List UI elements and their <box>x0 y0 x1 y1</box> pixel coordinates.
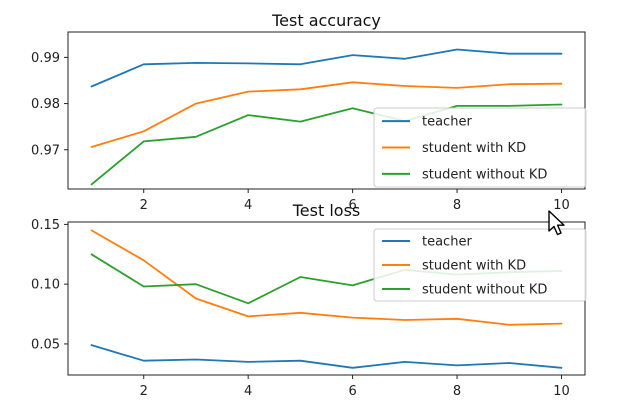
legend-label: student with KD <box>422 141 526 156</box>
legend: teacher student with KD student without KD <box>373 107 587 188</box>
chart-1: 2 4 6 8 10 0.97 0.98 0.99 Test accuracy teacher st… <box>31 11 587 213</box>
chart-title: Test accuracy <box>271 11 381 30</box>
legend-label: student without KD <box>422 167 547 182</box>
series-line-student-without-KD <box>90 103 563 186</box>
chart-title: Test loss <box>292 201 361 220</box>
x-tick-label: 8 <box>453 384 461 399</box>
x-tick-label: 10 <box>553 384 570 399</box>
chart-2: 2 4 6 8 10 0.05 0.10 0.15 Test loss teacher studen… <box>31 201 587 399</box>
x-tick-label: 2 <box>140 384 148 399</box>
legend-label: student with KD <box>422 259 526 274</box>
y-tick-label: 0.97 <box>31 143 60 158</box>
series-line-teacher <box>90 344 563 369</box>
legend-label: student without KD <box>422 283 547 298</box>
series-line-student-with-KD <box>90 229 563 326</box>
legend: teacher student with KD student without KD <box>373 228 587 302</box>
mouse-cursor-icon <box>548 210 565 236</box>
x-tick-label: 2 <box>140 198 148 213</box>
series-line-teacher <box>90 48 563 88</box>
x-tick-label: 10 <box>553 198 570 213</box>
series-line-student-with-KD <box>90 81 563 148</box>
x-tick-label: 4 <box>244 384 252 399</box>
legend-box <box>373 107 587 188</box>
legend-label: teacher <box>422 115 472 130</box>
y-tick-label: 0.98 <box>31 97 60 112</box>
legend-label: teacher <box>422 235 472 250</box>
x-tick-label: 8 <box>453 198 461 213</box>
y-tick-label: 0.99 <box>31 51 60 66</box>
x-tick-label: 6 <box>348 384 356 399</box>
x-tick-label: 4 <box>244 198 252 213</box>
y-tick-label: 0.05 <box>31 337 60 352</box>
legend-box <box>373 228 587 302</box>
x-tick-label: 6 <box>348 198 356 213</box>
y-tick-label: 0.15 <box>31 218 60 233</box>
y-tick-label: 0.10 <box>31 278 60 293</box>
